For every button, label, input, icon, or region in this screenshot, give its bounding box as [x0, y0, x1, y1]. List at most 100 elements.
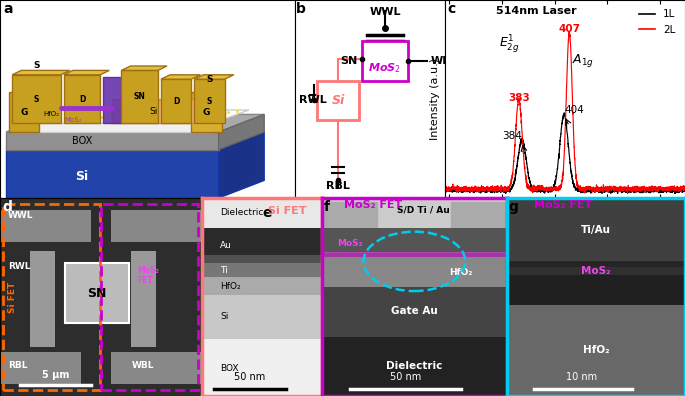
- FancyBboxPatch shape: [64, 263, 129, 323]
- 1L: [558, 122, 566, 127]
- Text: Si: Si: [220, 312, 228, 321]
- Text: g: g: [509, 200, 519, 214]
- Polygon shape: [219, 132, 264, 198]
- 2L: [551, 186, 560, 190]
- Text: RWL: RWL: [8, 262, 31, 271]
- Text: HfO₂: HfO₂: [583, 345, 609, 356]
- Bar: [202, 295, 322, 339]
- 2L: [581, 190, 589, 195]
- Text: S: S: [206, 74, 213, 84]
- 2L: [441, 186, 449, 190]
- Bar: [322, 257, 507, 287]
- Bar: [202, 228, 322, 263]
- Bar: [3, 204, 100, 390]
- Bar: [322, 287, 507, 337]
- Text: WBL: WBL: [430, 56, 458, 66]
- Text: 50 nm: 50 nm: [390, 372, 421, 382]
- Text: Au: Au: [220, 241, 232, 250]
- Text: Dielectric: Dielectric: [220, 208, 264, 217]
- Bar: [202, 263, 322, 277]
- Text: Si: Si: [75, 169, 88, 183]
- Text: 514nm Laser: 514nm Laser: [496, 6, 577, 16]
- Text: 383: 383: [508, 93, 530, 103]
- Bar: [507, 267, 685, 275]
- Text: WWL: WWL: [369, 7, 401, 17]
- Text: MoS₂ FET: MoS₂ FET: [344, 200, 402, 210]
- 1L: [560, 110, 569, 115]
- Text: $A_{1g}$: $A_{1g}$: [572, 52, 594, 69]
- Text: a: a: [3, 2, 12, 16]
- Text: Dielectric: Dielectric: [386, 361, 443, 371]
- Polygon shape: [103, 77, 121, 123]
- Text: e: e: [262, 206, 271, 220]
- Text: RBL: RBL: [8, 361, 27, 370]
- Text: MoS$_2$: MoS$_2$: [369, 62, 401, 76]
- Bar: [507, 198, 685, 261]
- Polygon shape: [6, 150, 219, 198]
- Text: WBL: WBL: [132, 361, 154, 370]
- Polygon shape: [6, 132, 264, 150]
- Bar: [0, 210, 91, 242]
- 1L: [630, 189, 638, 194]
- Text: G: G: [21, 108, 28, 117]
- Text: 404: 404: [564, 105, 584, 115]
- 2L: [630, 184, 638, 189]
- 1L: [551, 181, 560, 185]
- 1L: [674, 190, 682, 195]
- Polygon shape: [12, 75, 61, 123]
- Text: WWL: WWL: [8, 211, 34, 220]
- Polygon shape: [112, 99, 195, 123]
- 1L: [441, 188, 449, 192]
- Polygon shape: [64, 75, 100, 123]
- Bar: [507, 267, 685, 275]
- Polygon shape: [161, 79, 191, 123]
- Text: Si FET: Si FET: [8, 282, 17, 312]
- Text: b: b: [296, 2, 306, 16]
- Text: Si FET: Si FET: [268, 206, 306, 216]
- Polygon shape: [9, 92, 40, 132]
- Text: MoS₂ FET: MoS₂ FET: [534, 200, 592, 210]
- Bar: [111, 352, 202, 384]
- Text: HfO₂: HfO₂: [44, 111, 60, 117]
- Polygon shape: [195, 75, 234, 79]
- Text: D: D: [79, 95, 85, 103]
- 1L: [671, 191, 679, 196]
- 2L: [674, 187, 682, 192]
- Bar: [30, 251, 55, 346]
- Text: 50 nm: 50 nm: [234, 372, 266, 382]
- 1L: [674, 189, 682, 194]
- Polygon shape: [195, 79, 225, 123]
- 1L: [681, 186, 685, 190]
- Text: RBL: RBL: [326, 181, 350, 191]
- Bar: [322, 337, 507, 396]
- Bar: [507, 305, 685, 396]
- Text: $E_{2g}^{1}$: $E_{2g}^{1}$: [499, 32, 520, 55]
- Text: RWL: RWL: [299, 95, 327, 105]
- Bar: [0, 352, 81, 384]
- Text: MoS₂: MoS₂: [138, 266, 160, 275]
- Text: BOX: BOX: [220, 364, 238, 373]
- Text: f: f: [324, 200, 329, 214]
- Bar: [132, 251, 155, 346]
- Polygon shape: [6, 114, 264, 132]
- Text: SN: SN: [87, 287, 107, 299]
- 2L: [453, 187, 462, 192]
- Text: Si: Si: [149, 107, 158, 116]
- X-axis label: Raman shift (cm⁻¹): Raman shift (cm⁻¹): [502, 219, 628, 231]
- Legend: 1L, 2L: 1L, 2L: [635, 5, 680, 39]
- Polygon shape: [64, 70, 110, 75]
- Bar: [202, 277, 322, 295]
- Text: D: D: [173, 97, 179, 106]
- Text: 10 nm: 10 nm: [566, 372, 597, 382]
- Text: Si: Si: [332, 94, 345, 107]
- Bar: [202, 198, 322, 228]
- 2L: [674, 185, 682, 190]
- Text: MoS₂: MoS₂: [581, 266, 611, 276]
- Text: S: S: [34, 95, 39, 103]
- 1L: [453, 188, 462, 193]
- Text: HfO₂: HfO₂: [449, 268, 473, 277]
- Text: HfO₂: HfO₂: [220, 282, 240, 291]
- Text: G: G: [203, 108, 210, 117]
- Polygon shape: [219, 114, 264, 150]
- Polygon shape: [161, 75, 201, 79]
